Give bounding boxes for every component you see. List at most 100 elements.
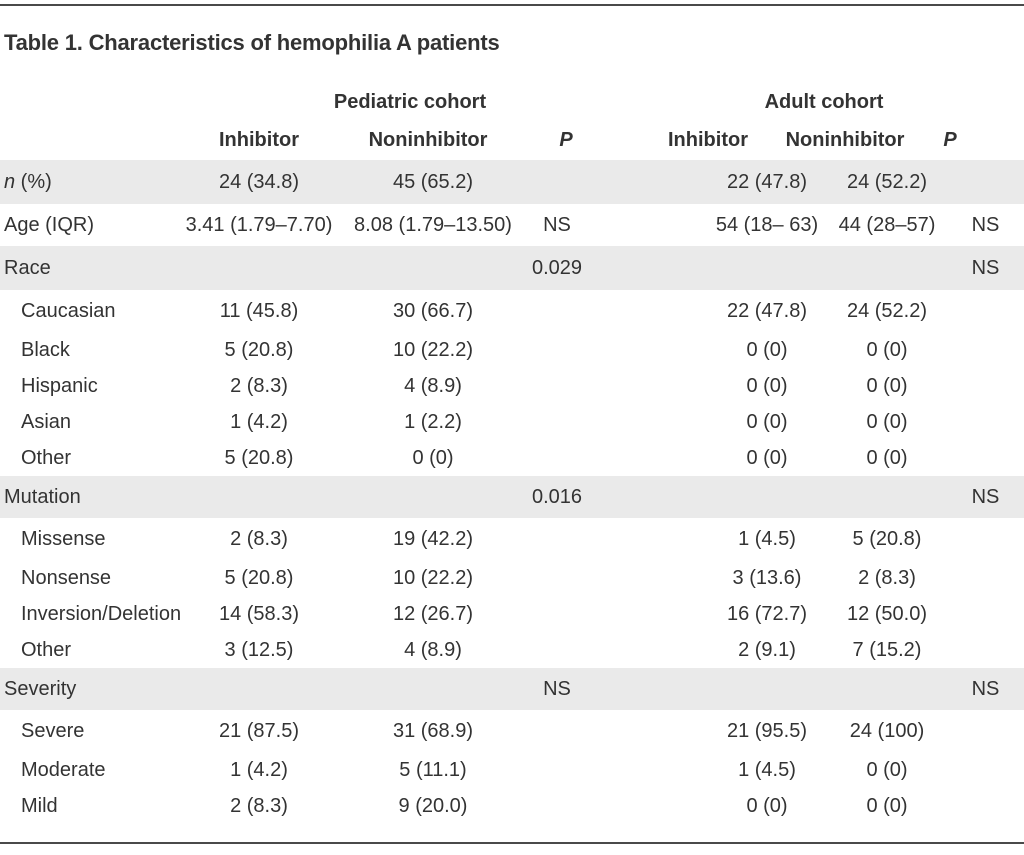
cell xyxy=(707,476,827,518)
cell: NS xyxy=(971,213,1000,236)
table-row-mild: Mild 2 (8.3) 9 (20.0) 0 (0) 0 (0) xyxy=(0,788,1024,824)
cell xyxy=(179,668,339,710)
cell: 44 (28–57) xyxy=(838,213,936,236)
characteristics-table: n (%) 24 (34.8) 45 (65.2) 22 (47.8) 24 (… xyxy=(0,160,1024,824)
ped-noninhibitor-header: Noninhibitor xyxy=(368,129,488,151)
adult-noninhibitor-header: Noninhibitor xyxy=(785,129,905,151)
table-row-caucasian: Caucasian 11 (45.8) 30 (66.7) 22 (47.8) … xyxy=(0,290,1024,332)
cell: 4 (8.9) xyxy=(404,638,462,661)
cell xyxy=(947,368,1024,404)
row-label: Moderate xyxy=(21,758,106,781)
cell: 8.08 (1.79–13.50) xyxy=(354,213,512,236)
row-label: Missense xyxy=(21,527,106,550)
cell xyxy=(707,668,827,710)
cell: NS xyxy=(947,668,1024,710)
cell: 30 (66.7) xyxy=(392,299,474,322)
table-row-mutation-other: Other 3 (12.5) 4 (8.9) 2 (9.1) 7 (15.2) xyxy=(0,632,1024,668)
cell: 0.016 xyxy=(527,476,587,518)
cell: 12 (26.7) xyxy=(392,602,474,625)
cell: 21 (87.5) xyxy=(218,719,300,742)
cell xyxy=(527,332,587,368)
table-row-black: Black 5 (20.8) 10 (22.2) 0 (0) 0 (0) xyxy=(0,332,1024,368)
cell xyxy=(527,160,587,204)
cell xyxy=(947,440,1024,476)
cell: 0 (0) xyxy=(866,794,908,817)
cell xyxy=(707,246,827,290)
row-label: Severity xyxy=(0,668,179,710)
adult-cohort-header: Adult cohort xyxy=(764,91,884,113)
cell: 0 (0) xyxy=(412,446,454,469)
cell: 3 (12.5) xyxy=(224,638,294,661)
row-label: n (%) xyxy=(0,160,179,204)
table-row-inversion-deletion: Inversion/Deletion 14 (58.3) 12 (26.7) 1… xyxy=(0,596,1024,632)
cell: 54 (18– 63) xyxy=(715,213,819,236)
cell xyxy=(947,788,1024,824)
cell: 24 (52.2) xyxy=(827,160,947,204)
table-row-severity: Severity NS NS xyxy=(0,668,1024,710)
cell: 0 (0) xyxy=(746,446,788,469)
cell xyxy=(339,668,527,710)
cell: 0 (0) xyxy=(866,338,908,361)
row-label: Asian xyxy=(21,410,72,433)
cell: NS xyxy=(543,213,571,236)
cell: 2 (8.3) xyxy=(230,527,288,550)
cell xyxy=(527,518,587,560)
cell: 1 (4.2) xyxy=(230,758,288,781)
row-label: Caucasian xyxy=(21,299,116,322)
cell: 3.41 (1.79–7.70) xyxy=(185,213,333,236)
cell xyxy=(527,632,587,668)
ped-inhibitor-header: Inhibitor xyxy=(219,129,299,151)
cell: 0 (0) xyxy=(866,374,908,397)
table-row-race-other: Other 5 (20.8) 0 (0) 0 (0) 0 (0) xyxy=(0,440,1024,476)
cell: 7 (15.2) xyxy=(852,638,922,661)
row-label: Mild xyxy=(21,794,58,817)
table-bottom-rule xyxy=(0,842,1024,844)
row-label: Hispanic xyxy=(21,374,98,397)
table-top-rule xyxy=(0,4,1024,6)
cell xyxy=(527,404,587,440)
cell xyxy=(827,246,947,290)
cell: 22 (47.8) xyxy=(707,160,827,204)
cell: 22 (47.8) xyxy=(726,299,808,322)
row-label: Mutation xyxy=(0,476,179,518)
cell: NS xyxy=(947,476,1024,518)
cell: 4 (8.9) xyxy=(404,374,462,397)
cell xyxy=(947,596,1024,632)
cell xyxy=(947,404,1024,440)
cell: 16 (72.7) xyxy=(726,602,808,625)
cell: 2 (8.3) xyxy=(858,566,916,589)
cell: 24 (52.2) xyxy=(846,299,928,322)
cell: 0 (0) xyxy=(866,446,908,469)
cell xyxy=(527,440,587,476)
cell: 1 (4.5) xyxy=(738,527,796,550)
adult-p-header: P xyxy=(943,129,957,151)
table-row-missense: Missense 2 (8.3) 19 (42.2) 1 (4.5) 5 (20… xyxy=(0,518,1024,560)
row-label: Black xyxy=(21,338,70,361)
table-row-nonsense: Nonsense 5 (20.8) 10 (22.2) 3 (13.6) 2 (… xyxy=(0,560,1024,596)
cell xyxy=(179,246,339,290)
ped-p-header: P xyxy=(559,129,573,151)
cell: 2 (8.3) xyxy=(230,794,288,817)
cell xyxy=(947,710,1024,752)
cell xyxy=(179,476,339,518)
adult-inhibitor-header: Inhibitor xyxy=(668,129,748,151)
cell: 10 (22.2) xyxy=(392,566,474,589)
pediatric-cohort-header: Pediatric cohort xyxy=(333,91,487,113)
table-row-severe: Severe 21 (87.5) 31 (68.9) 21 (95.5) 24 … xyxy=(0,710,1024,752)
cell: 14 (58.3) xyxy=(218,602,300,625)
cell xyxy=(827,476,947,518)
cell xyxy=(947,560,1024,596)
cell: 5 (11.1) xyxy=(399,758,467,781)
cell: 5 (20.8) xyxy=(224,338,294,361)
cell: 10 (22.2) xyxy=(392,338,474,361)
cell xyxy=(947,518,1024,560)
cell: 1 (2.2) xyxy=(404,410,462,433)
cell xyxy=(827,668,947,710)
row-label: Other xyxy=(21,446,72,469)
cell xyxy=(947,160,1024,204)
cell: 1 (4.2) xyxy=(230,410,288,433)
cell xyxy=(527,560,587,596)
cell: 0 (0) xyxy=(866,410,908,433)
cell: 1 (4.5) xyxy=(738,758,796,781)
cell: 12 (50.0) xyxy=(846,602,928,625)
